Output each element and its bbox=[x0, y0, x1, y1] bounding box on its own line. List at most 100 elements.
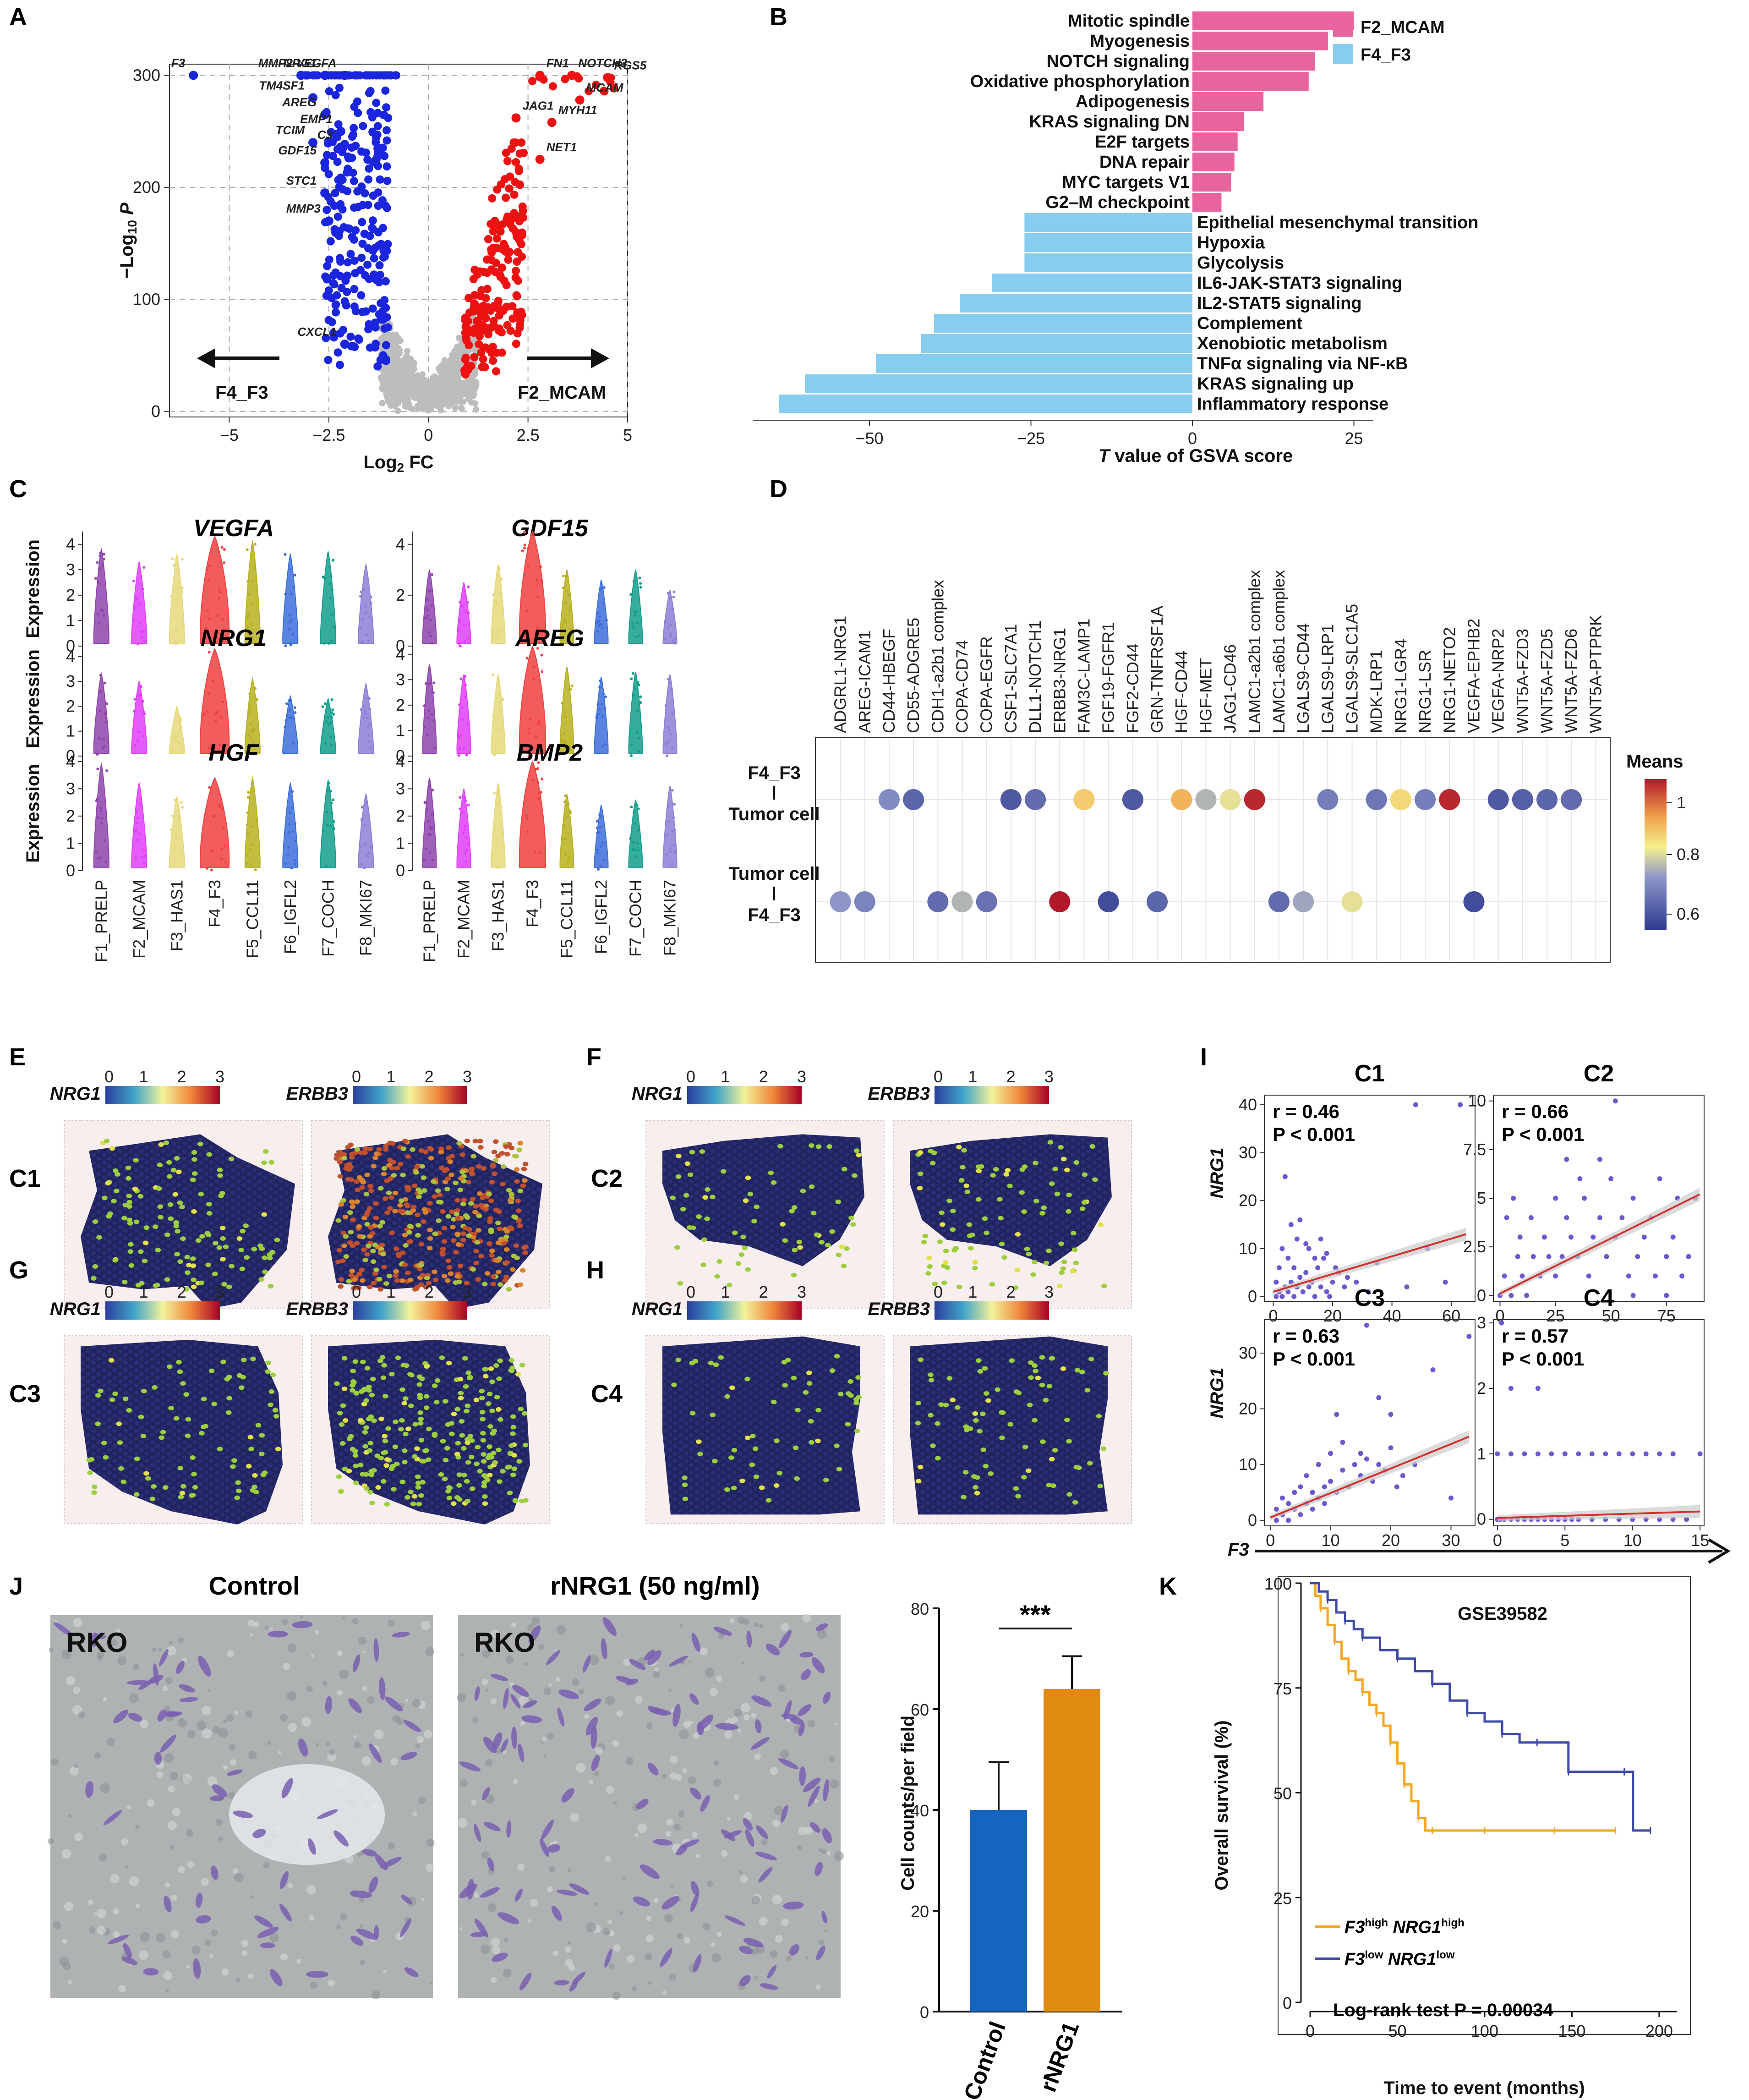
violin-jitter bbox=[464, 684, 467, 687]
violin-jitter bbox=[138, 602, 141, 605]
ns-point bbox=[392, 389, 399, 396]
stained-cell bbox=[474, 1686, 480, 1701]
violin-jitter bbox=[467, 611, 470, 614]
spatial-spot bbox=[95, 1393, 101, 1398]
violin-jitter bbox=[139, 803, 142, 806]
micrograph-texture bbox=[418, 1796, 426, 1804]
control-cell-line-label: RKO bbox=[66, 1627, 127, 1658]
spatial-spot bbox=[515, 1219, 522, 1224]
violin-jitter bbox=[293, 574, 296, 577]
violin-jitter bbox=[564, 837, 567, 840]
stained-cell bbox=[392, 1632, 410, 1638]
spatial-spot bbox=[95, 1421, 101, 1426]
stained-cell bbox=[368, 1876, 378, 1893]
down-point bbox=[324, 137, 333, 145]
micrograph-texture bbox=[170, 1930, 179, 1939]
micrograph-texture bbox=[665, 1831, 672, 1837]
spatial-spot bbox=[372, 1271, 378, 1276]
up-point bbox=[479, 344, 488, 352]
violin-jitter bbox=[133, 830, 136, 833]
spatial-spot bbox=[808, 1419, 814, 1424]
spatial-spot bbox=[399, 1480, 406, 1485]
spatial-spot bbox=[461, 1446, 467, 1451]
micrograph-texture bbox=[751, 1896, 760, 1905]
spatial-spot bbox=[476, 1228, 481, 1233]
stained-cell bbox=[164, 1896, 172, 1913]
stained-cell bbox=[492, 1952, 508, 1962]
spatial-spot bbox=[415, 1474, 421, 1479]
spatial-spot bbox=[340, 1230, 347, 1235]
down-point bbox=[351, 142, 360, 150]
spatial-spot bbox=[930, 1443, 936, 1448]
corr-point bbox=[1291, 1265, 1297, 1271]
gsva-bar bbox=[1192, 92, 1264, 111]
spatial-spot bbox=[478, 1203, 484, 1208]
stained-cell bbox=[103, 1810, 122, 1826]
spatial-spot bbox=[751, 1219, 757, 1224]
spatial-spot bbox=[487, 1216, 493, 1221]
spatial-spot bbox=[517, 1140, 524, 1146]
micrograph-texture bbox=[759, 1917, 768, 1926]
micrograph-texture bbox=[482, 1650, 491, 1658]
violin-jitter bbox=[365, 796, 368, 799]
dot-mark bbox=[1073, 789, 1095, 810]
violin-jitter bbox=[364, 605, 367, 608]
volcano-points bbox=[301, 71, 618, 414]
x-tick-label: 50 bbox=[1602, 1306, 1620, 1325]
micrograph-texture bbox=[282, 1619, 288, 1625]
spatial-spot bbox=[389, 1371, 395, 1376]
spatial-spot bbox=[368, 1472, 375, 1477]
spatial-spot bbox=[362, 1150, 368, 1155]
ns-point bbox=[424, 392, 431, 399]
spatial-spot bbox=[1072, 1500, 1078, 1505]
pathway-label: G2–M checkpoint bbox=[1045, 193, 1190, 212]
violin-jitter bbox=[179, 837, 182, 840]
micrograph-texture bbox=[709, 1688, 718, 1697]
micrograph-texture bbox=[358, 1636, 366, 1645]
spatial-spot bbox=[510, 1425, 517, 1430]
spatial-spot bbox=[507, 1491, 513, 1496]
spatial-spot bbox=[471, 1231, 478, 1236]
violin-jitter bbox=[537, 797, 541, 801]
stained-cell bbox=[164, 1711, 180, 1716]
micrograph-texture bbox=[361, 1756, 372, 1766]
violin-jitter bbox=[466, 601, 469, 604]
spatial-spot bbox=[373, 1201, 379, 1206]
violin-jitter bbox=[249, 736, 252, 740]
violin-jitter bbox=[424, 682, 427, 685]
violin-jitter bbox=[369, 602, 372, 605]
spatial-spot bbox=[950, 1208, 956, 1213]
micrograph-texture bbox=[110, 1639, 118, 1646]
corr-point bbox=[1342, 1284, 1347, 1290]
spatial-spot bbox=[1060, 1157, 1067, 1162]
spatial-spot bbox=[465, 1437, 470, 1442]
y-tick-label: 2 bbox=[66, 806, 75, 825]
spatial-spot bbox=[956, 1145, 962, 1150]
y-tick-label: 2 bbox=[66, 696, 75, 715]
spatial-spot bbox=[464, 1281, 470, 1286]
violin-jitter bbox=[288, 823, 291, 826]
stained-cell bbox=[799, 1766, 806, 1786]
spatial-spot bbox=[793, 1445, 799, 1450]
violin-jitter bbox=[629, 593, 633, 596]
dot-column-label: LAMC1-a6b1 complex bbox=[1269, 570, 1288, 733]
micrograph-texture bbox=[64, 1902, 74, 1911]
violin-jitter bbox=[101, 563, 104, 566]
violin-jitter bbox=[526, 565, 530, 568]
spatial-spot bbox=[1022, 1444, 1028, 1449]
violin-jitter bbox=[426, 614, 429, 617]
micrograph-texture bbox=[311, 1654, 315, 1658]
violin-jitter bbox=[290, 715, 294, 718]
stained-cell bbox=[510, 1694, 521, 1709]
violin-jitter bbox=[667, 820, 670, 823]
violin-jitter bbox=[667, 805, 670, 808]
down-point bbox=[361, 271, 370, 280]
corr-title: C2 bbox=[1584, 1060, 1614, 1087]
micrograph-texture bbox=[652, 1671, 660, 1678]
violin-jitter bbox=[596, 612, 599, 615]
micrograph-texture bbox=[269, 1627, 273, 1631]
dot-mark bbox=[927, 891, 949, 912]
spatial-spot bbox=[714, 1274, 720, 1279]
spatial-spot bbox=[139, 1281, 145, 1286]
spatial-spot bbox=[432, 1433, 438, 1438]
